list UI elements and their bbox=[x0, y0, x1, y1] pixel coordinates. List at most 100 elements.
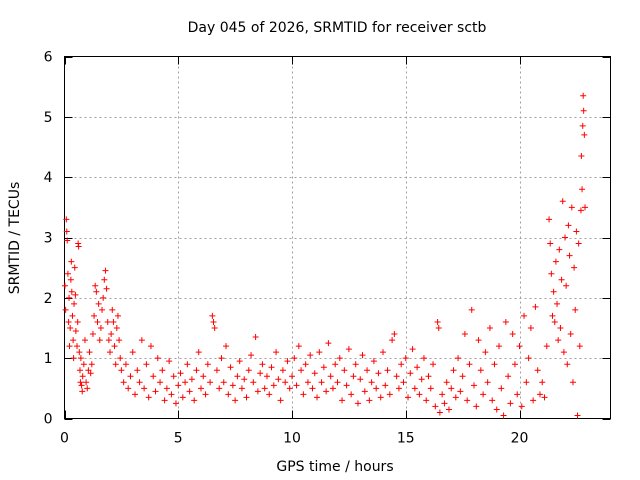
data-point bbox=[552, 258, 559, 265]
data-point bbox=[436, 409, 443, 416]
data-point bbox=[72, 291, 79, 298]
data-point bbox=[277, 397, 284, 404]
data-point bbox=[179, 394, 186, 401]
data-point bbox=[486, 325, 493, 331]
data-point bbox=[471, 382, 477, 389]
data-point bbox=[569, 379, 576, 386]
data-point bbox=[67, 276, 74, 283]
data-point bbox=[68, 288, 75, 295]
data-point bbox=[275, 376, 282, 383]
data-point bbox=[79, 373, 86, 380]
data-point bbox=[581, 131, 588, 138]
data-point bbox=[112, 361, 119, 368]
data-point bbox=[138, 337, 145, 344]
data-point bbox=[320, 364, 327, 371]
data-point bbox=[202, 391, 209, 398]
data-point bbox=[154, 355, 161, 362]
data-point bbox=[556, 246, 563, 253]
data-point bbox=[336, 355, 343, 362]
data-point bbox=[211, 325, 218, 331]
x-tick-label: 0 bbox=[60, 431, 69, 447]
data-point bbox=[99, 306, 106, 313]
data-point bbox=[329, 385, 336, 392]
data-point bbox=[72, 328, 79, 335]
data-point bbox=[204, 361, 211, 368]
data-point bbox=[370, 358, 377, 365]
data-point bbox=[166, 358, 173, 365]
data-point bbox=[209, 312, 216, 319]
data-point bbox=[213, 367, 220, 374]
data-point bbox=[566, 252, 573, 259]
data-point bbox=[282, 379, 289, 386]
data-point bbox=[507, 400, 514, 407]
data-point bbox=[75, 243, 82, 250]
data-point bbox=[236, 358, 243, 365]
data-point bbox=[76, 349, 83, 356]
data-point bbox=[88, 361, 95, 368]
data-point bbox=[577, 207, 584, 214]
data-point bbox=[435, 325, 442, 331]
data-point bbox=[380, 349, 386, 356]
data-point bbox=[439, 391, 446, 398]
data-point bbox=[257, 370, 264, 377]
data-point bbox=[432, 403, 439, 410]
data-point bbox=[416, 391, 423, 398]
data-point bbox=[373, 385, 380, 392]
data-point bbox=[116, 337, 123, 344]
data-point bbox=[334, 379, 341, 386]
data-point bbox=[70, 355, 77, 362]
data-point bbox=[398, 361, 405, 368]
data-point bbox=[343, 382, 350, 389]
data-point bbox=[175, 382, 182, 389]
data-point bbox=[527, 325, 534, 331]
data-point bbox=[104, 318, 111, 325]
data-point bbox=[81, 337, 88, 344]
data-point bbox=[186, 388, 193, 395]
data-point bbox=[200, 373, 207, 380]
data-point bbox=[163, 385, 170, 392]
data-point bbox=[409, 346, 416, 353]
data-point bbox=[147, 343, 154, 350]
data-point bbox=[514, 391, 521, 398]
data-point bbox=[364, 367, 371, 374]
data-point bbox=[420, 355, 427, 362]
data-point bbox=[359, 352, 366, 359]
data-point bbox=[573, 228, 580, 235]
data-point bbox=[177, 370, 184, 377]
data-point bbox=[550, 288, 557, 295]
data-point bbox=[541, 394, 548, 401]
data-point bbox=[477, 367, 484, 374]
data-point bbox=[161, 397, 168, 404]
data-point bbox=[414, 364, 421, 371]
data-point bbox=[430, 361, 437, 368]
data-point bbox=[84, 385, 91, 392]
data-point bbox=[564, 361, 571, 368]
data-point bbox=[539, 379, 546, 386]
data-point bbox=[68, 258, 75, 265]
data-point bbox=[498, 385, 505, 392]
data-point bbox=[461, 331, 468, 338]
data-point bbox=[157, 379, 164, 386]
data-point bbox=[74, 318, 81, 325]
data-point bbox=[63, 228, 70, 235]
data-point bbox=[182, 379, 189, 386]
data-point bbox=[302, 361, 309, 368]
data-point bbox=[482, 349, 489, 356]
data-point bbox=[464, 397, 471, 404]
data-point bbox=[77, 355, 84, 362]
data-point bbox=[300, 391, 307, 398]
data-point bbox=[243, 394, 250, 401]
data-point bbox=[293, 382, 300, 389]
data-point bbox=[500, 412, 507, 419]
data-point bbox=[191, 397, 198, 404]
data-point bbox=[76, 367, 83, 374]
data-point bbox=[558, 276, 565, 283]
data-point bbox=[549, 312, 556, 319]
data-point bbox=[61, 282, 68, 289]
data-point bbox=[152, 388, 159, 395]
data-point bbox=[286, 385, 293, 392]
data-point bbox=[555, 337, 562, 344]
data-point bbox=[466, 361, 473, 368]
y-tick-label: 3 bbox=[44, 231, 53, 247]
data-point bbox=[63, 216, 70, 223]
